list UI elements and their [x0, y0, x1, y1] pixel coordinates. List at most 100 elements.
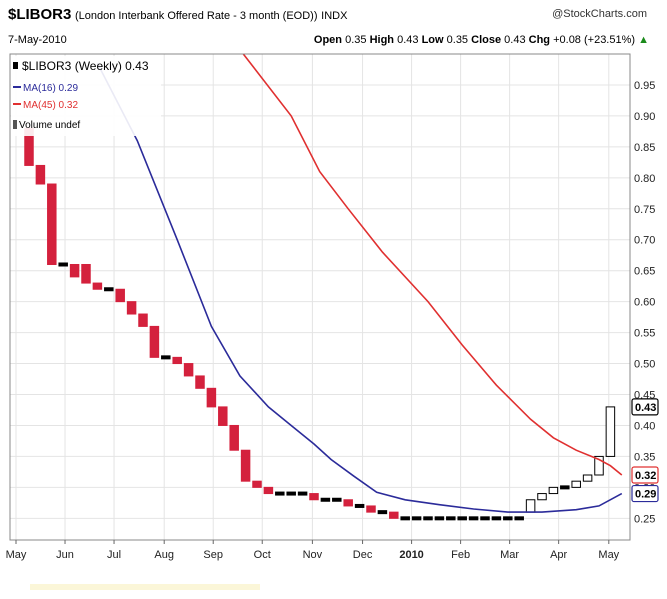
candle: [286, 491, 296, 496]
candle: [161, 355, 171, 360]
candle: [275, 491, 285, 496]
candle: [548, 486, 559, 495]
candle: [605, 406, 616, 457]
y-tick-label: 0.60: [634, 297, 655, 309]
legend-ma45: MA(45) 0.32: [23, 100, 78, 111]
candle: [218, 406, 228, 426]
candle: [240, 449, 251, 482]
ma16-line: [96, 62, 623, 513]
x-tick-label: Jun: [56, 549, 74, 561]
candles: [24, 127, 616, 521]
chart-title: $LIBOR3 (London Interbank Offered Rate -…: [8, 6, 347, 23]
candle: [480, 516, 490, 521]
y-tick-label: 0.85: [634, 142, 655, 154]
chg-label: Chg: [528, 34, 551, 46]
candle: [92, 282, 103, 290]
exchange-label: INDX: [321, 10, 348, 22]
candle: [172, 356, 182, 365]
y-tick-label: 0.70: [634, 235, 655, 247]
x-tick-label: Feb: [451, 549, 470, 561]
candle: [468, 516, 479, 521]
value-tag-label-ma45: 0.32: [635, 470, 656, 482]
ohlc-readout: Open 0.35 High 0.43 Low 0.35 Close 0.43 …: [314, 34, 649, 46]
plot-border: [9, 53, 631, 541]
candle: [69, 263, 80, 278]
y-tick-label: 0.35: [634, 451, 655, 463]
x-tick-label: Jul: [107, 549, 121, 561]
candle: [320, 497, 331, 502]
plot-frame: [9, 53, 631, 541]
y-tick-label: 0.40: [634, 420, 655, 432]
candle: [537, 493, 547, 501]
open-label: Open: [313, 34, 343, 46]
candle: [446, 516, 456, 521]
brand-label[interactable]: @StockCharts.com: [552, 8, 647, 20]
low-label: Low: [421, 34, 444, 46]
axes: 0.95 0.90 0.85 0.80 0.75 0.70 0.65 0.60 0.55 0.50…: [6, 80, 656, 561]
high-label: High: [369, 34, 395, 46]
candle: [457, 516, 467, 521]
moving-averages: [96, 53, 623, 513]
open-value: 0.35: [345, 34, 367, 46]
candle: [332, 497, 342, 502]
x-tick-label: Apr: [550, 549, 567, 561]
candle: [126, 301, 137, 315]
x-tick-label: May: [6, 549, 27, 561]
candle: [183, 363, 194, 377]
candle: [594, 455, 604, 476]
chart-header: $LIBOR3 (London Interbank Offered Rate -…: [0, 0, 667, 54]
y-tick-label: 0.65: [634, 266, 655, 278]
y-tick-label: 0.25: [634, 513, 655, 525]
close-label: Close: [471, 34, 502, 46]
candle: [571, 480, 581, 488]
candle: [47, 183, 57, 265]
candle: [309, 493, 319, 501]
x-tick-label: Mar: [500, 549, 519, 561]
candle: [229, 424, 239, 451]
candle: [411, 516, 422, 521]
legend-background: [11, 56, 161, 136]
y-tick-label: 0.55: [634, 328, 655, 340]
candle: [514, 516, 524, 521]
candle: [503, 516, 513, 521]
grid-lines: [10, 54, 630, 540]
x-tick-label: Aug: [154, 549, 174, 561]
date-label: 7-May-2010: [8, 34, 67, 46]
candle: [560, 485, 570, 490]
candle: [525, 499, 536, 513]
high-value: 0.43: [397, 34, 419, 46]
low-value: 0.35: [446, 34, 469, 46]
legend-volume: Volume undef: [19, 120, 80, 131]
candle: [491, 516, 502, 521]
legend-main: $LIBOR3 (Weekly) 0.43: [22, 59, 149, 73]
x-tick-label: Oct: [254, 549, 271, 561]
candle: [343, 499, 353, 507]
y-tick-label: 0.90: [634, 111, 655, 123]
candle: [35, 164, 46, 185]
candle: [263, 486, 274, 495]
candle: [195, 375, 205, 389]
x-tick-label: Sep: [203, 549, 223, 561]
volume-legend-icon: [13, 120, 17, 129]
x-tick-label: Nov: [303, 549, 323, 561]
candle: [252, 480, 262, 488]
value-tag-ma45: [631, 466, 659, 484]
candle: [115, 288, 125, 303]
chg-value: +0.08 (+23.51%): [553, 34, 636, 46]
value-tag-ma16: [631, 484, 659, 503]
footer-strip: [30, 584, 260, 590]
candle: [434, 516, 445, 521]
candle: [58, 262, 68, 267]
value-tag-last: [631, 398, 659, 416]
candle: [400, 516, 410, 521]
candle: [149, 325, 160, 358]
y-tick-label: 0.75: [634, 204, 655, 216]
candle: [423, 516, 433, 521]
legend: $LIBOR3 (Weekly) 0.43 MA(16) 0.29 MA(45)…: [11, 56, 161, 136]
legend-ma16: MA(16) 0.29: [23, 83, 78, 94]
candle: [104, 287, 114, 292]
value-tag-label-ma16: 0.29: [635, 489, 656, 501]
y-tick-label: 0.80: [634, 173, 655, 185]
candle-legend-icon: [13, 62, 18, 69]
